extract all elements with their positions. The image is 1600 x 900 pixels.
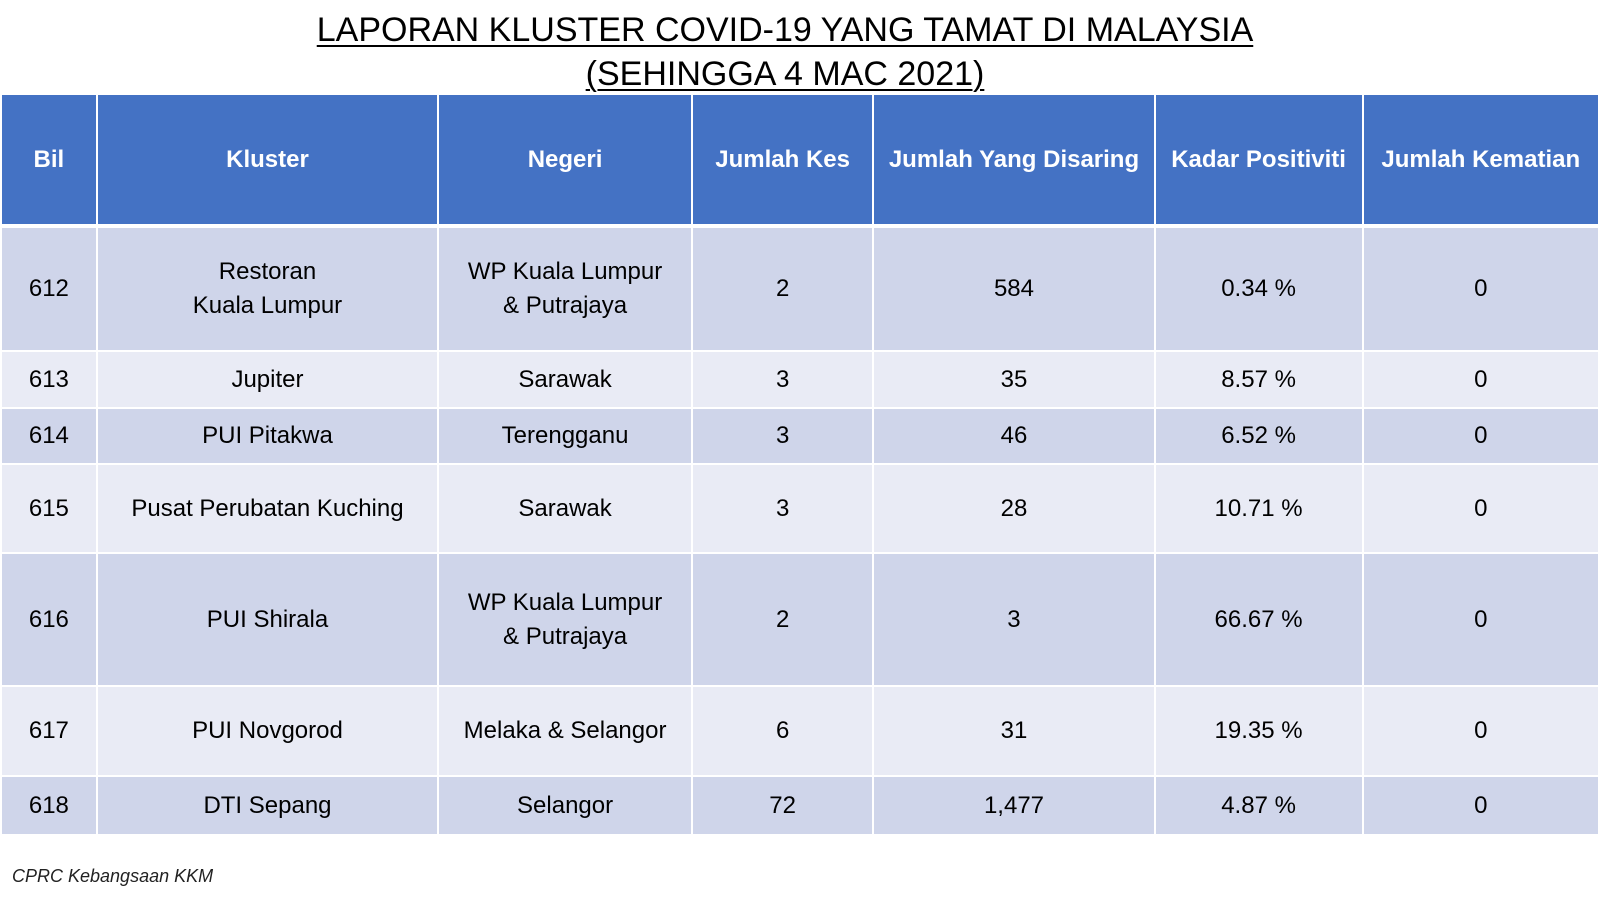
cell-bil: 617 [2, 687, 96, 777]
cell-kadar-positiviti: 66.67 % [1155, 554, 1362, 687]
cell-jumlah-kes: 6 [692, 687, 873, 777]
header-kadar-positiviti: Kadar Positiviti [1155, 95, 1362, 228]
cell-bil: 615 [2, 465, 96, 554]
table-row: 613 Jupiter Sarawak 3 35 8.57 % 0 [2, 352, 1598, 409]
cell-jumlah-disaring: 3 [874, 554, 1154, 687]
cell-jumlah-kematian: 0 [1363, 228, 1598, 352]
cell-jumlah-kes: 2 [692, 228, 873, 352]
cell-jumlah-disaring: 46 [874, 409, 1154, 465]
cell-jumlah-kematian: 0 [1363, 554, 1598, 687]
cell-kadar-positiviti: 10.71 % [1155, 465, 1362, 554]
header-bil: Bil [2, 95, 96, 228]
cell-jumlah-kematian: 0 [1363, 465, 1598, 554]
cluster-table: Bil Kluster Negeri Jumlah Kes Jumlah Yan… [0, 95, 1600, 836]
cell-jumlah-kes: 3 [692, 352, 873, 409]
cell-jumlah-disaring: 1,477 [874, 777, 1154, 836]
table-header-row: Bil Kluster Negeri Jumlah Kes Jumlah Yan… [2, 95, 1598, 228]
header-jumlah-kematian: Jumlah Kematian [1363, 95, 1598, 228]
table-row: 618 DTI Sepang Selangor 72 1,477 4.87 % … [2, 777, 1598, 836]
header-jumlah-kes: Jumlah Kes [692, 95, 873, 228]
cell-kadar-positiviti: 19.35 % [1155, 687, 1362, 777]
cell-jumlah-kematian: 0 [1363, 687, 1598, 777]
cell-negeri: Melaka & Selangor [439, 687, 691, 777]
cell-kadar-positiviti: 6.52 % [1155, 409, 1362, 465]
cell-jumlah-kes: 2 [692, 554, 873, 687]
title-line-2: (SEHINGGA 4 MAC 2021) [585, 55, 985, 93]
table-row: 616 PUI Shirala WP Kuala Lumpur & Putraj… [2, 554, 1598, 687]
cell-kluster: PUI Shirala [97, 554, 438, 687]
cell-kadar-positiviti: 8.57 % [1155, 352, 1362, 409]
source-note: CPRC Kebangsaan KKM [12, 866, 214, 886]
cell-kluster: Restoran Kuala Lumpur [97, 228, 438, 352]
header-jumlah-disaring: Jumlah Yang Disaring [874, 95, 1154, 228]
cell-negeri: WP Kuala Lumpur & Putrajaya [439, 554, 691, 687]
cell-jumlah-disaring: 28 [874, 465, 1154, 554]
cell-kluster: Jupiter [97, 352, 438, 409]
cell-negeri: Selangor [439, 777, 691, 836]
report-title: LAPORAN KLUSTER COVID-19 YANG TAMAT DI M… [0, 8, 1570, 96]
cell-kadar-positiviti: 4.87 % [1155, 777, 1362, 836]
cell-negeri: WP Kuala Lumpur & Putrajaya [439, 228, 691, 352]
table-row: 612 Restoran Kuala Lumpur WP Kuala Lumpu… [2, 228, 1598, 352]
cell-kluster: DTI Sepang [97, 777, 438, 836]
cell-bil: 613 [2, 352, 96, 409]
cell-jumlah-disaring: 35 [874, 352, 1154, 409]
cell-bil: 614 [2, 409, 96, 465]
cell-jumlah-kes: 3 [692, 465, 873, 554]
cell-jumlah-disaring: 584 [874, 228, 1154, 352]
cell-jumlah-kematian: 0 [1363, 777, 1598, 836]
cell-jumlah-kematian: 0 [1363, 409, 1598, 465]
cell-negeri: Sarawak [439, 352, 691, 409]
cell-kluster: Pusat Perubatan Kuching [97, 465, 438, 554]
cell-jumlah-disaring: 31 [874, 687, 1154, 777]
cell-kluster: PUI Novgorod [97, 687, 438, 777]
header-negeri: Negeri [439, 95, 691, 228]
header-kluster: Kluster [97, 95, 438, 228]
cell-negeri: Sarawak [439, 465, 691, 554]
cell-kluster: PUI Pitakwa [97, 409, 438, 465]
cell-bil: 618 [2, 777, 96, 836]
cell-jumlah-kes: 3 [692, 409, 873, 465]
cell-bil: 612 [2, 228, 96, 352]
cell-jumlah-kes: 72 [692, 777, 873, 836]
table-row: 615 Pusat Perubatan Kuching Sarawak 3 28… [2, 465, 1598, 554]
table-row: 617 PUI Novgorod Melaka & Selangor 6 31 … [2, 687, 1598, 777]
cell-jumlah-kematian: 0 [1363, 352, 1598, 409]
table-row: 614 PUI Pitakwa Terengganu 3 46 6.52 % 0 [2, 409, 1598, 465]
cell-negeri: Terengganu [439, 409, 691, 465]
cell-bil: 616 [2, 554, 96, 687]
cell-kadar-positiviti: 0.34 % [1155, 228, 1362, 352]
title-line-1: LAPORAN KLUSTER COVID-19 YANG TAMAT DI M… [316, 11, 1254, 49]
